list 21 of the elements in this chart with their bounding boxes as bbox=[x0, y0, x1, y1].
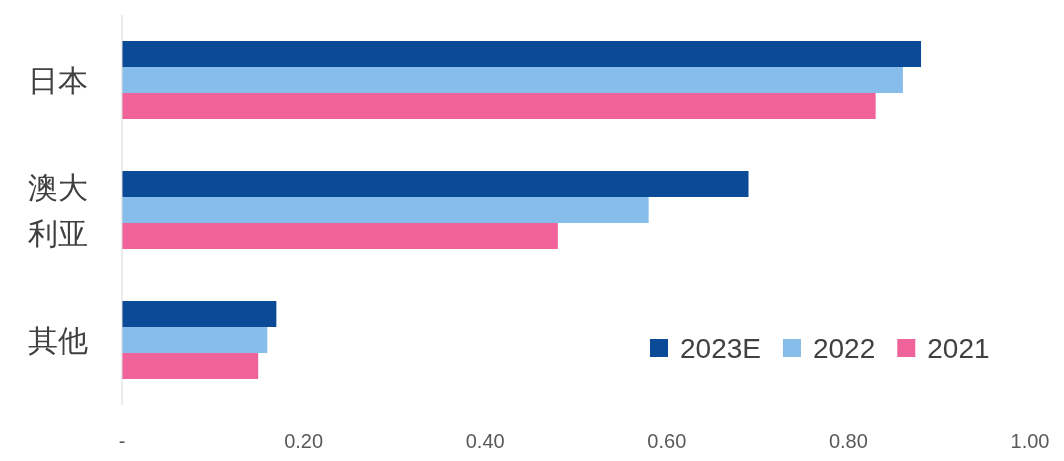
bar bbox=[122, 353, 259, 379]
x-tick-label: 0.80 bbox=[828, 430, 868, 452]
x-tick-label: - bbox=[118, 430, 126, 452]
x-tick-label: 0.20 bbox=[284, 430, 324, 452]
bar bbox=[122, 93, 876, 119]
y-tick-label: 其他 bbox=[28, 324, 88, 357]
legend-label: 2023E bbox=[680, 333, 761, 364]
bar bbox=[122, 67, 903, 93]
legend-label: 2022 bbox=[812, 333, 876, 364]
legend-label: 2021 bbox=[927, 333, 990, 364]
bar bbox=[122, 171, 749, 197]
x-tick-label: 0.60 bbox=[647, 430, 687, 452]
bar bbox=[122, 223, 558, 249]
x-tick-label: 0.40 bbox=[465, 430, 505, 452]
x-tick-label: 1.00 bbox=[1010, 430, 1050, 452]
bar bbox=[122, 301, 277, 327]
bar bbox=[122, 197, 649, 223]
y-tick-label: 澳大利亚 bbox=[28, 171, 88, 250]
y-tick-label: 日本 bbox=[28, 64, 88, 97]
bar bbox=[122, 41, 922, 67]
bar bbox=[122, 327, 268, 353]
